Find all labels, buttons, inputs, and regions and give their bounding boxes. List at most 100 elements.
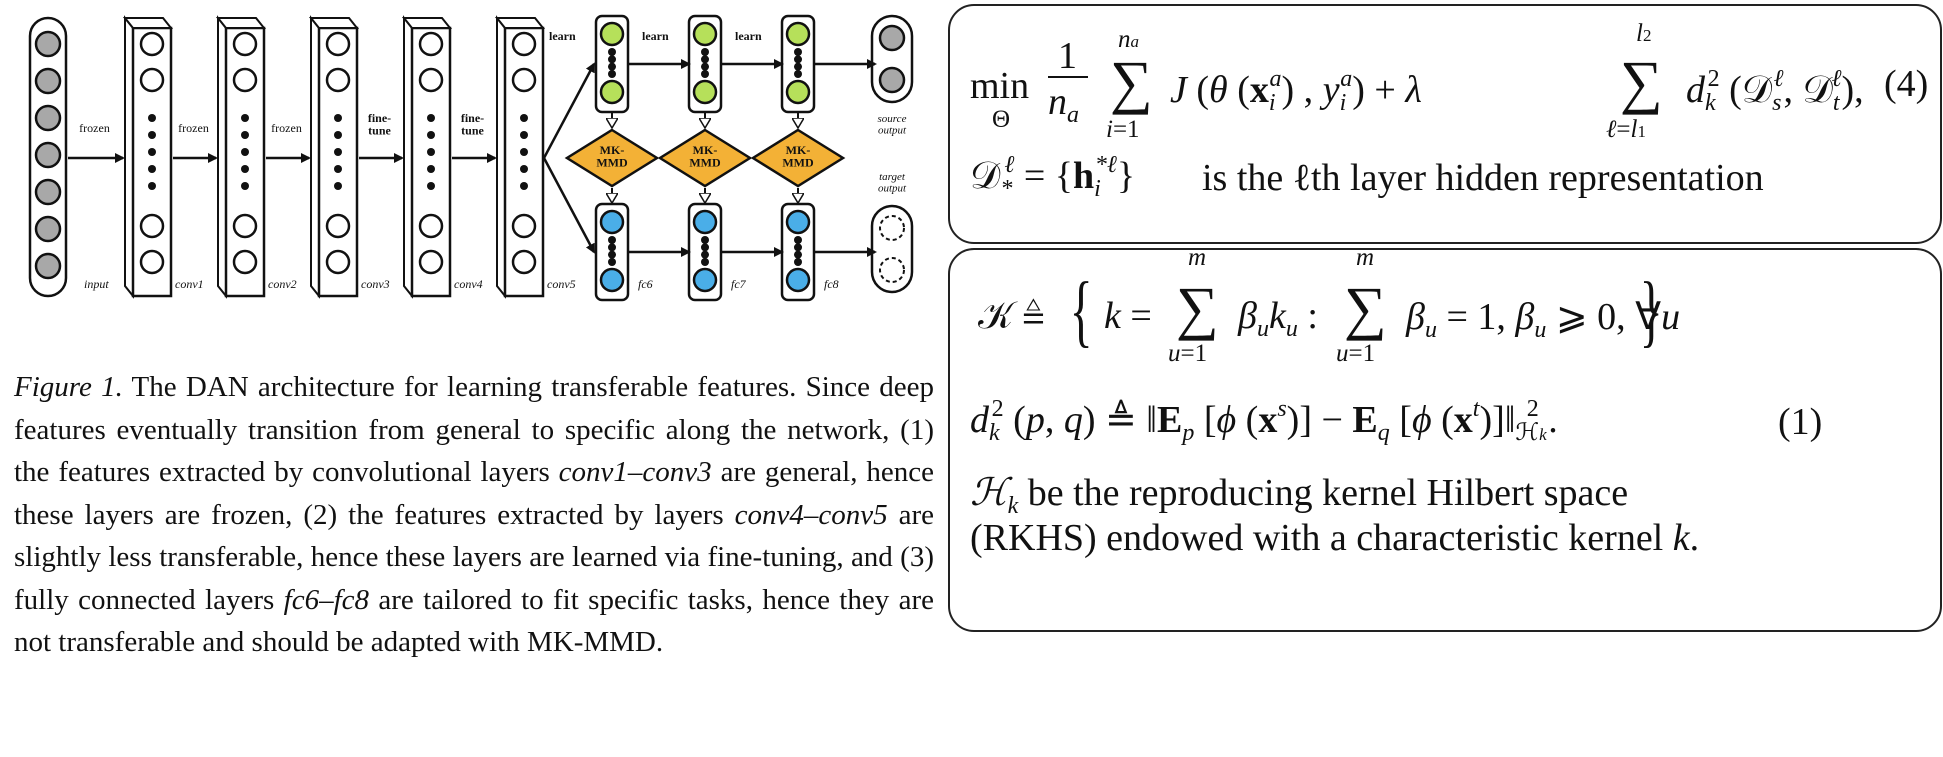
input-neuron bbox=[34, 30, 62, 58]
ellipsis-dot bbox=[701, 250, 709, 259]
ellipsis-dot bbox=[241, 148, 249, 156]
mk-mmd-diamond: MK-MMD bbox=[564, 128, 660, 188]
ellipsis-dot bbox=[701, 243, 709, 252]
conv-layer-2 bbox=[215, 15, 267, 299]
rkhs-text-line2: (RKHS) endowed with a characteristic ker… bbox=[970, 517, 1673, 559]
ellipsis-dot bbox=[520, 182, 528, 190]
split-arrow-target bbox=[542, 157, 596, 254]
input-neuron bbox=[34, 252, 62, 280]
fc6-source-layer bbox=[594, 14, 630, 114]
fc8-source-layer bbox=[780, 14, 816, 114]
mk-mmd-shape bbox=[750, 128, 846, 188]
conv-neuron bbox=[511, 213, 537, 239]
conv-neuron bbox=[418, 249, 444, 275]
ellipsis-dot bbox=[701, 62, 709, 71]
figure-caption: Figure 1. The DAN architecture for learn… bbox=[14, 366, 934, 664]
ellipsis-dot bbox=[148, 165, 156, 173]
source-output-label: source output bbox=[878, 113, 907, 137]
conv-neuron bbox=[139, 249, 165, 275]
fc-source-neuron bbox=[599, 79, 625, 105]
ellipsis-dot bbox=[701, 48, 709, 56]
conv-neuron bbox=[232, 31, 258, 57]
ellipsis-dot bbox=[520, 131, 528, 139]
conv-neuron bbox=[511, 249, 537, 275]
fc-target-neuron bbox=[599, 209, 625, 235]
ellipsis-dot bbox=[794, 243, 802, 252]
fc-target-neuron bbox=[692, 267, 718, 293]
caption-text-2: are general, hence these layers are froz… bbox=[14, 456, 942, 531]
ellipsis-dot bbox=[520, 114, 528, 122]
hidden-representation-definition: 𝒟*ℓ = {hi*ℓ} bbox=[970, 152, 1136, 202]
conv-neuron bbox=[139, 31, 165, 57]
conv-arrow-label: frozen bbox=[271, 121, 302, 135]
ellipsis-dot bbox=[701, 70, 709, 78]
ellipsis-dot bbox=[148, 131, 156, 139]
layer-label-conv3: conv3 bbox=[361, 277, 390, 291]
mk-mmd-label: MK-MMD bbox=[689, 143, 721, 170]
ellipsis-dot bbox=[608, 70, 616, 78]
mk-mmd-diamond: MK-MMD bbox=[750, 128, 846, 188]
layer-label-conv2: conv2 bbox=[268, 277, 297, 291]
conv-arrow-label: fine-tune bbox=[461, 111, 485, 138]
fc-source-neuron bbox=[599, 21, 625, 47]
layer-label-input: input bbox=[84, 277, 109, 291]
conv-neuron bbox=[418, 31, 444, 57]
conv-neuron bbox=[325, 67, 351, 93]
ellipsis-dot bbox=[427, 131, 435, 139]
conv-neuron bbox=[325, 31, 351, 57]
hidden-representation-text: is the ℓth layer hidden representation bbox=[1202, 157, 1764, 199]
source-output-neuron bbox=[878, 24, 906, 52]
fc-source-neuron bbox=[692, 79, 718, 105]
ellipsis-dot bbox=[520, 148, 528, 156]
ellipsis-dot bbox=[701, 236, 709, 244]
caption-text-1: The DAN architecture for learning transf… bbox=[14, 371, 942, 488]
input-neuron bbox=[34, 67, 62, 95]
ellipsis-dot bbox=[334, 131, 342, 139]
layer-label-conv5: conv5 bbox=[547, 277, 576, 291]
ellipsis-dot bbox=[701, 258, 709, 266]
conv-layer-top bbox=[308, 17, 360, 29]
conv-layer-top bbox=[494, 17, 546, 29]
ellipsis-dot bbox=[241, 182, 249, 190]
fc7-source-layer bbox=[687, 14, 723, 114]
input-neuron bbox=[34, 104, 62, 132]
learn-label: learn bbox=[735, 29, 762, 43]
objective-panel: min Θ 1 na na ∑ i=1 J (θ (xia) , yia) + … bbox=[948, 4, 1942, 244]
conv-layer-5 bbox=[494, 15, 546, 299]
rkhs-text-line1: be the reproducing kernel Hilbert space bbox=[1018, 472, 1629, 514]
rkhs-definition-line1: ℋk be the reproducing kernel Hilbert spa… bbox=[970, 472, 1629, 519]
conv-arrow-label: frozen bbox=[79, 121, 110, 135]
ellipsis-dot bbox=[241, 131, 249, 139]
caption-range-2: conv4–conv5 bbox=[734, 498, 888, 531]
fc8-target-layer bbox=[780, 202, 816, 302]
ellipsis-dot bbox=[427, 148, 435, 156]
ellipsis-dot bbox=[794, 62, 802, 71]
fc-source-neuron bbox=[785, 79, 811, 105]
ellipsis-dot bbox=[334, 165, 342, 173]
split-arrow-source bbox=[542, 62, 596, 159]
caption-text-4: are tailored to fit specific tasks, henc… bbox=[14, 583, 942, 659]
conv-neuron bbox=[325, 213, 351, 239]
caption-text-3: are slightly less transferable, hence th… bbox=[14, 498, 942, 616]
caption-range-1: conv1–conv3 bbox=[558, 456, 712, 488]
source-output-layer bbox=[870, 14, 914, 104]
fc-target-neuron bbox=[599, 267, 625, 293]
caption-label: Figure 1. bbox=[14, 371, 123, 403]
learn-label: learn bbox=[642, 29, 669, 43]
conv-arrow-label: fine-tune bbox=[368, 111, 392, 138]
conv-neuron bbox=[232, 213, 258, 239]
mk-mmd-label: MK-MMD bbox=[782, 143, 814, 170]
dan-architecture-figure: MK-MMD MK-MMD MK-MMD frozen frozen frozen fin… bbox=[28, 14, 914, 302]
conv-neuron bbox=[232, 249, 258, 275]
kernel-panel: 𝒦 ≜ { k = m ∑ u=1 βuku : m ∑ u=1 βu = 1,… bbox=[948, 244, 1942, 632]
conv-neuron bbox=[511, 67, 537, 93]
ellipsis-dot bbox=[608, 55, 616, 64]
ellipsis-dot bbox=[148, 148, 156, 156]
ellipsis-dot bbox=[427, 165, 435, 173]
target-output-layer bbox=[870, 204, 914, 294]
input-neuron bbox=[34, 215, 62, 243]
ellipsis-dot bbox=[608, 258, 616, 266]
equation-number-4: (4) bbox=[1884, 63, 1929, 105]
ellipsis-dot bbox=[148, 182, 156, 190]
conv-layer-3 bbox=[308, 15, 360, 299]
